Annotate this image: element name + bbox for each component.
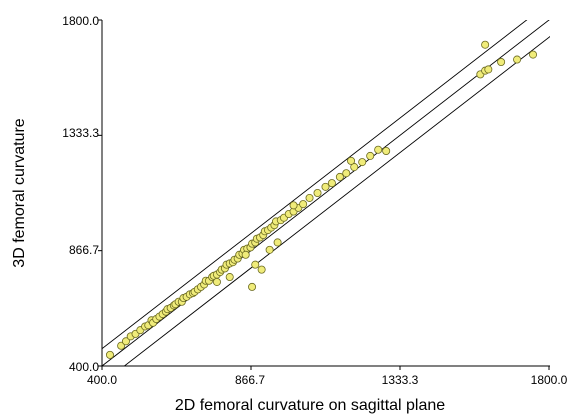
- data-point: [321, 182, 330, 191]
- data-points: [105, 40, 538, 359]
- x-tick-label: 866.7: [235, 373, 265, 387]
- data-point: [382, 146, 391, 155]
- reference-line: [123, 35, 550, 366]
- data-point: [251, 260, 260, 269]
- data-point: [366, 151, 375, 160]
- data-point: [212, 277, 221, 286]
- reference-line: [102, 20, 528, 350]
- data-point: [327, 179, 336, 188]
- data-point: [257, 265, 266, 274]
- data-point: [529, 50, 538, 59]
- data-point: [335, 172, 344, 181]
- y-tick-marks: [98, 19, 102, 367]
- y-tick-label: 1800.0: [62, 14, 99, 28]
- x-axis-title: 2D femoral curvature on sagittal plane: [175, 397, 445, 414]
- x-tick-labels: 400.0 866.7 1333.3 1800.0: [87, 373, 568, 387]
- data-point: [342, 169, 351, 178]
- y-tick-label: 1333.3: [62, 126, 99, 140]
- y-tick-label: 866.7: [69, 243, 99, 257]
- data-point: [347, 156, 356, 165]
- data-point: [374, 145, 383, 154]
- x-tick-marks: [101, 366, 550, 370]
- x-tick-label: 1800.0: [531, 373, 568, 387]
- data-point: [313, 188, 322, 197]
- data-point: [299, 200, 308, 209]
- data-point: [265, 245, 274, 254]
- data-point: [289, 201, 298, 210]
- data-point: [105, 350, 114, 359]
- y-tick-labels: 400.0 866.7 1333.3 1800.0: [62, 14, 99, 374]
- data-point: [248, 282, 257, 291]
- data-point: [358, 158, 367, 167]
- data-point: [484, 65, 493, 74]
- x-tick-label: 400.0: [87, 373, 117, 387]
- data-point: [225, 273, 234, 282]
- data-point: [497, 58, 506, 67]
- data-point: [241, 250, 250, 259]
- reference-lines: [102, 20, 550, 366]
- data-point: [350, 163, 359, 172]
- y-tick-label: 400.0: [69, 360, 99, 374]
- data-point: [273, 238, 282, 247]
- data-point: [481, 40, 490, 49]
- y-axis-title: 3D femoral curvature: [11, 118, 28, 267]
- x-tick-label: 1333.3: [382, 373, 419, 387]
- data-point: [305, 193, 314, 202]
- data-point: [513, 55, 522, 64]
- data-point: [121, 337, 130, 346]
- reference-line: [102, 20, 550, 366]
